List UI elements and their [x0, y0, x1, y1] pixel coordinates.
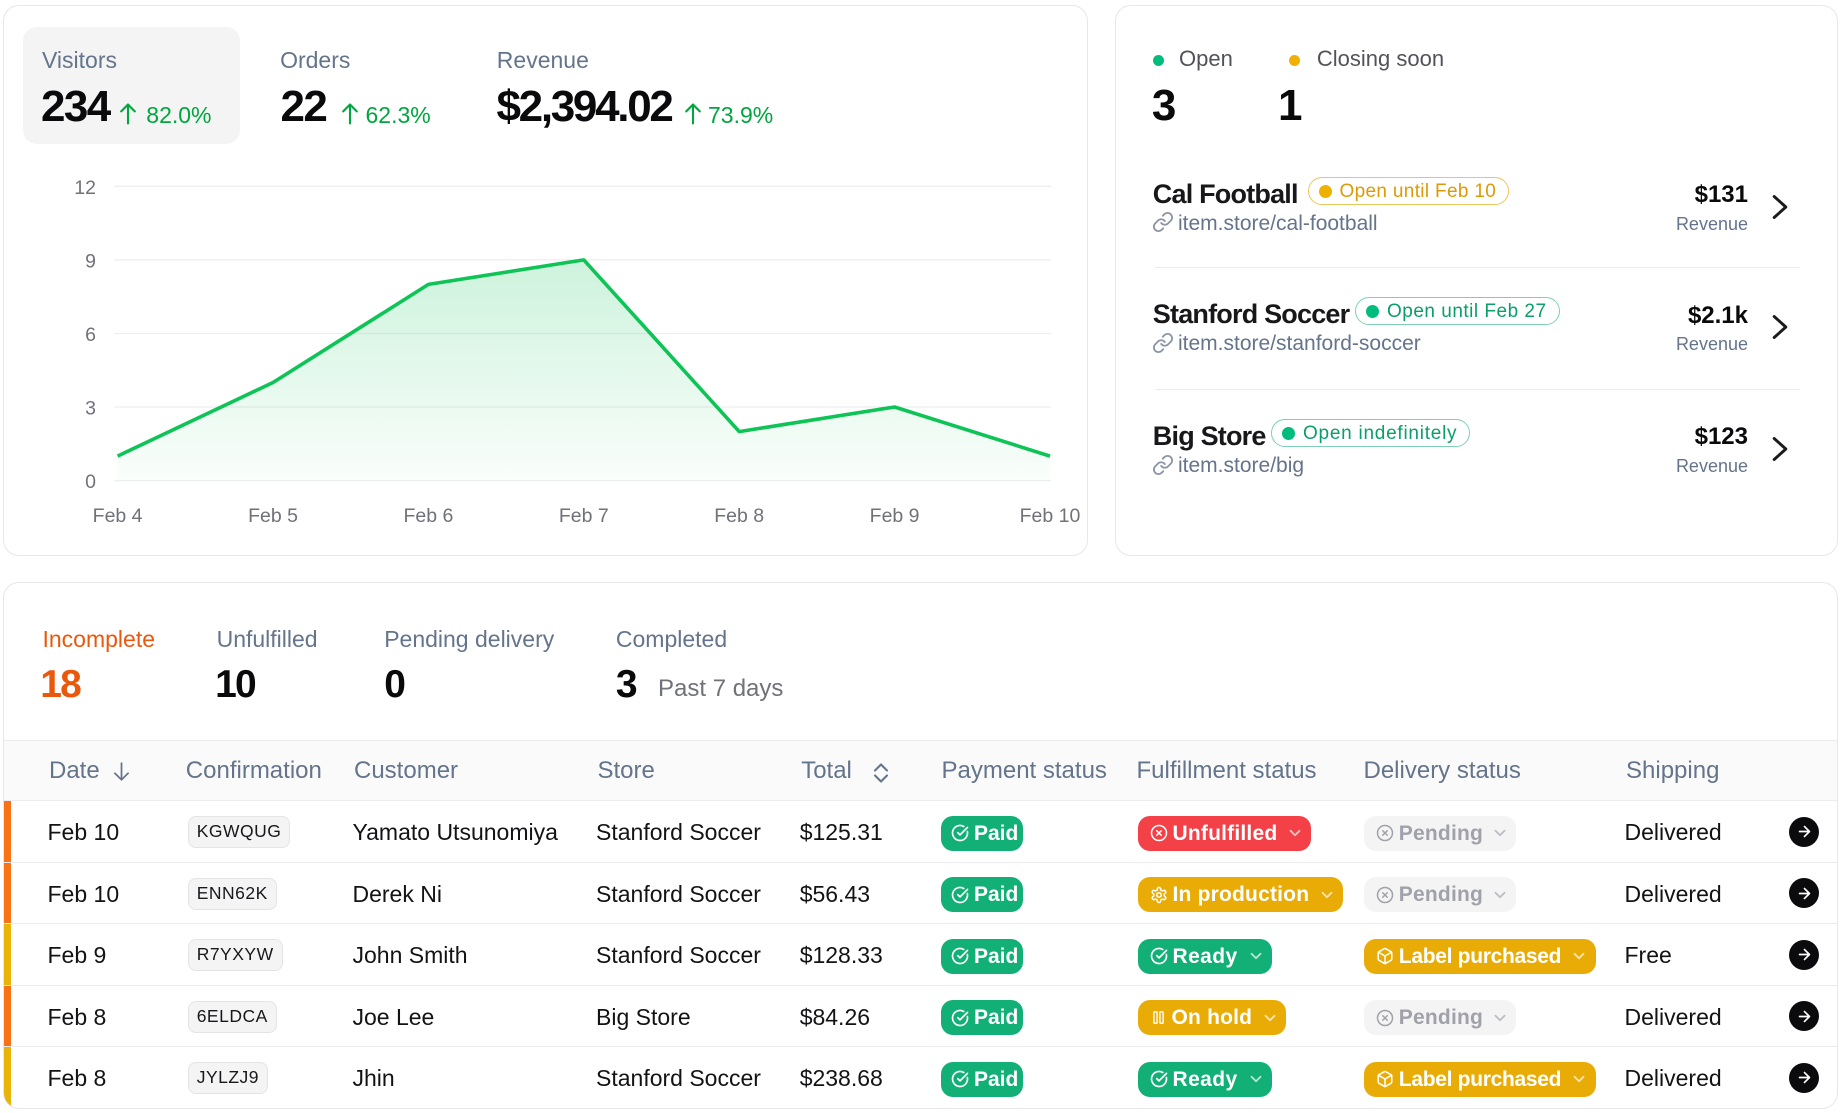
svg-text:Feb 6: Feb 6: [403, 505, 453, 527]
svg-text:Feb 5: Feb 5: [248, 505, 298, 527]
svg-text:6: 6: [85, 324, 96, 346]
svg-text:Feb 8: Feb 8: [714, 505, 764, 527]
svg-text:Feb 10: Feb 10: [1020, 505, 1081, 527]
svg-text:0: 0: [85, 471, 96, 493]
svg-text:3: 3: [85, 398, 96, 420]
svg-text:12: 12: [74, 177, 96, 199]
svg-text:Feb 4: Feb 4: [93, 505, 143, 527]
svg-text:9: 9: [85, 250, 96, 272]
svg-text:Feb 9: Feb 9: [870, 505, 920, 527]
svg-text:Feb 7: Feb 7: [559, 505, 609, 527]
